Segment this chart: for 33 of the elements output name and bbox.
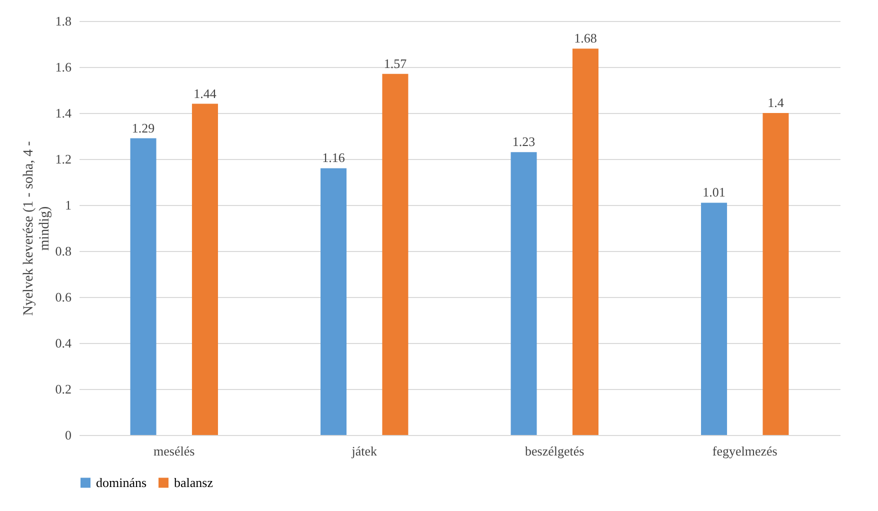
y-tick-label: 1.2: [55, 152, 72, 166]
data-label: 1.29: [132, 120, 155, 136]
data-label: 1.44: [194, 86, 217, 101]
y-tick-label: 1.6: [55, 60, 72, 74]
y-tick-label: 1.4: [55, 106, 72, 120]
y-tick-label: 1.8: [55, 14, 72, 28]
y-tick-label: 0.4: [55, 336, 72, 350]
bar: [192, 104, 218, 435]
bar: [572, 48, 598, 435]
y-axis-title: Nyelvek keverése (1 - soha, 4 - mindig): [21, 140, 52, 316]
x-tick-label: fegyelmezés: [712, 444, 778, 458]
data-label: 1.4: [768, 95, 784, 110]
bar: [510, 152, 537, 435]
y-tick-label: 0.8: [55, 244, 72, 258]
x-tick-label: játek: [350, 444, 378, 458]
data-label: 1.57: [384, 56, 408, 71]
data-label: 1.01: [702, 184, 726, 200]
bar: [320, 168, 347, 435]
y-tick-label: 1: [65, 198, 72, 212]
x-tick-label: mesélés: [154, 444, 195, 458]
legend-label: balansz: [174, 474, 214, 490]
y-tick-label: 0: [65, 428, 72, 442]
bar: [382, 74, 408, 435]
y-tick-label: 0.2: [55, 382, 72, 396]
x-tick-label: beszélgetés: [525, 444, 584, 458]
data-label: 1.68: [574, 30, 597, 46]
data-label: 1.16: [322, 150, 346, 166]
data-label: 1.23: [512, 134, 536, 150]
bar: [701, 202, 728, 435]
y-tick-label: 0.6: [55, 290, 72, 304]
bar: [762, 113, 789, 435]
legend-label: domináns: [96, 474, 147, 490]
bar: [130, 138, 156, 435]
